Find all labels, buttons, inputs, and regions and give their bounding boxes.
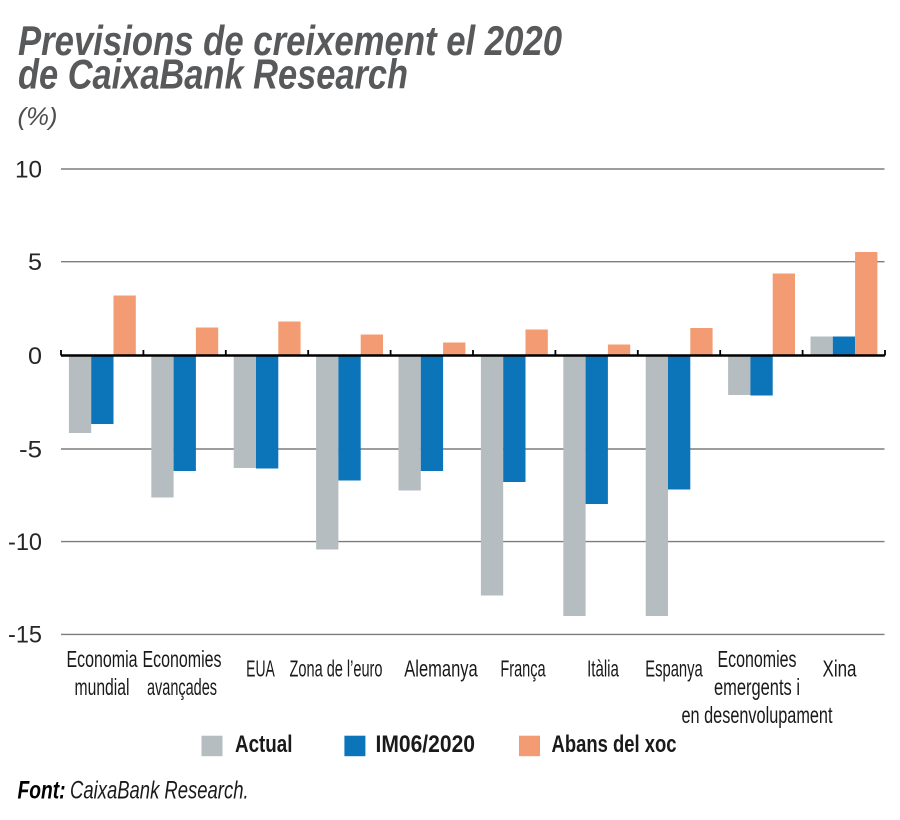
svg-text:Abans del xoc: Abans del xoc — [552, 731, 677, 758]
svg-text:-5: -5 — [19, 436, 42, 463]
svg-text:avançades: avançades — [147, 674, 217, 700]
svg-text:EUA: EUA — [246, 655, 275, 681]
svg-text:Font:: Font: — [18, 777, 66, 805]
svg-text:Economia: Economia — [67, 646, 138, 672]
svg-text:emergents i: emergents i — [714, 674, 800, 700]
svg-text:Actual: Actual — [235, 731, 293, 758]
svg-text:CaixaBank Research.: CaixaBank Research. — [70, 777, 249, 805]
svg-text:Economies: Economies — [143, 646, 222, 672]
svg-text:Xina: Xina — [823, 655, 857, 681]
svg-text:Zona de l’euro: Zona de l’euro — [290, 655, 383, 681]
svg-text:Previsions de creixement el 20: Previsions de creixement el 2020 — [18, 17, 562, 64]
svg-text:0: 0 — [28, 343, 42, 370]
svg-text:(%): (%) — [18, 103, 58, 131]
svg-text:5: 5 — [28, 249, 42, 276]
svg-text:França: França — [500, 655, 545, 681]
svg-text:en desenvolupament: en desenvolupament — [682, 702, 833, 728]
svg-text:Itàlia: Itàlia — [587, 655, 619, 681]
svg-text:10: 10 — [15, 156, 42, 183]
svg-text:mundial: mundial — [75, 674, 130, 700]
svg-text:-10: -10 — [8, 529, 42, 556]
svg-text:-15: -15 — [8, 622, 42, 649]
svg-text:de CaixaBank Research: de CaixaBank Research — [18, 51, 408, 98]
svg-text:Alemanya: Alemanya — [404, 655, 478, 681]
svg-text:Espanya: Espanya — [645, 655, 703, 681]
svg-text:Economies: Economies — [718, 646, 797, 672]
svg-text:IM06/2020: IM06/2020 — [376, 731, 476, 758]
